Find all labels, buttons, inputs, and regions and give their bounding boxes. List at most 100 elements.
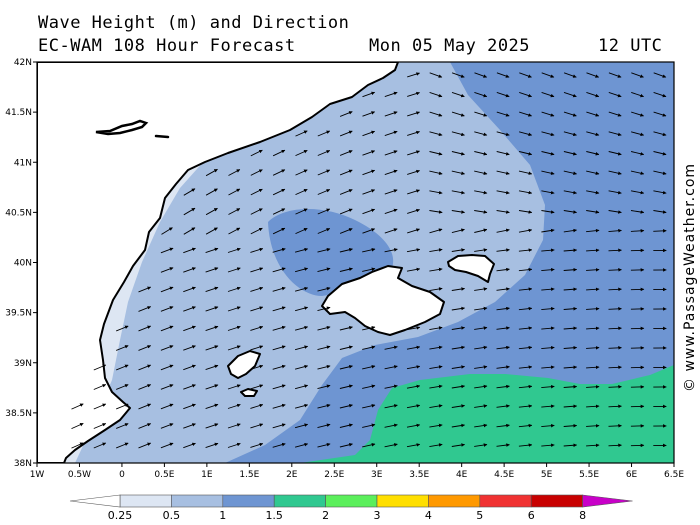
wave-direction-arrow <box>205 227 218 235</box>
wave-direction-arrow <box>563 111 577 117</box>
wave-direction-arrow <box>586 307 600 311</box>
wave-direction-arrow <box>362 365 376 370</box>
wave-direction-arrow <box>339 111 353 117</box>
wave-direction-arrow <box>407 91 420 97</box>
wave-direction-arrow <box>362 208 376 215</box>
wave-direction-arrow <box>160 325 174 332</box>
wave-direction-arrow <box>227 267 241 273</box>
wave-direction-arrow <box>496 443 510 447</box>
lon-tick-label: 2.5E <box>324 470 344 480</box>
wave-direction-arrow <box>631 72 644 78</box>
wave-direction-arrow <box>362 326 376 331</box>
wave-direction-arrow <box>339 267 353 272</box>
wave-direction-arrow <box>362 345 376 350</box>
wave-direction-arrow <box>295 169 308 176</box>
wave-direction-arrow <box>563 365 578 370</box>
wave-direction-arrow <box>384 248 398 253</box>
colorbar-label: 0.5 <box>163 509 181 522</box>
wave-direction-arrow <box>518 404 533 408</box>
wave-direction-arrow <box>451 443 465 447</box>
wave-direction-arrow <box>205 384 219 390</box>
wave-direction-arrow <box>429 267 443 272</box>
wave-direction-arrow <box>608 190 622 195</box>
wave-direction-arrow <box>93 423 107 429</box>
wave-direction-arrow <box>317 130 331 137</box>
colorbar-label: 0.25 <box>108 509 133 522</box>
wave-direction-arrow <box>406 423 421 428</box>
wave-direction-arrow <box>586 424 600 428</box>
wave-direction-arrow <box>608 346 622 350</box>
lon-tick-label: 1W <box>30 470 45 480</box>
wave-direction-arrow <box>429 131 443 137</box>
wave-direction-arrow <box>474 404 488 408</box>
wave-direction-arrow <box>339 442 353 448</box>
lon-tick-label: 4.5E <box>494 470 514 480</box>
wave-direction-arrow <box>116 325 129 332</box>
lon-tick-label: 0.5E <box>154 470 174 480</box>
wave-direction-arrow <box>563 443 578 448</box>
wave-direction-arrow <box>541 131 555 137</box>
wave-direction-arrow <box>429 190 443 195</box>
wave-direction-arrow <box>451 210 465 214</box>
wave-direction-arrow <box>451 72 465 78</box>
wave-direction-arrow <box>541 443 555 447</box>
wave-direction-arrow <box>451 345 465 350</box>
colorbar-segment <box>119 494 172 508</box>
lon-tick-label: 3E <box>371 470 383 480</box>
wave-direction-arrow <box>339 169 353 176</box>
wave-direction-arrow <box>294 286 309 292</box>
wave-direction-arrow <box>474 228 488 233</box>
wave-direction-arrow <box>519 91 532 98</box>
wave-direction-arrow <box>474 326 488 330</box>
wave-direction-arrow <box>518 267 533 272</box>
wave-direction-arrow <box>451 326 465 330</box>
wave-direction-arrow <box>339 247 353 253</box>
wave-direction-arrow <box>362 384 376 389</box>
wave-direction-arrow <box>429 326 443 331</box>
wave-direction-arrow <box>586 190 600 195</box>
wave-direction-arrow <box>541 384 555 389</box>
colorbar-label: 1.5 <box>265 509 283 522</box>
wave-direction-arrow <box>116 423 129 429</box>
wave-direction-arrow <box>250 267 264 273</box>
wave-direction-arrow <box>496 423 510 428</box>
sea-1.5-2m-area <box>300 365 674 463</box>
wave-direction-arrow <box>518 326 533 330</box>
wave-direction-arrow <box>608 131 622 137</box>
wave-direction-arrow <box>474 306 488 311</box>
wave-direction-arrow <box>362 248 376 253</box>
wave-direction-arrow <box>205 247 219 254</box>
wave-direction-arrow <box>429 248 443 253</box>
wave-direction-arrow <box>250 286 264 292</box>
wave-direction-arrow <box>93 442 107 449</box>
wave-direction-arrow <box>518 443 533 447</box>
wave-direction-arrow <box>541 151 555 156</box>
wave-direction-arrow <box>429 170 443 175</box>
wave-direction-arrow <box>518 151 533 156</box>
wave-direction-arrow <box>451 228 465 234</box>
colorbar-label: 6 <box>528 509 535 522</box>
wave-direction-arrow <box>272 325 286 331</box>
wave-direction-arrow <box>250 208 263 215</box>
wave-direction-arrow <box>227 384 241 390</box>
wave-direction-arrow <box>429 91 443 98</box>
wave-direction-arrow <box>138 442 152 449</box>
colorbar-label: 1 <box>219 509 226 522</box>
wave-direction-arrow <box>160 403 174 410</box>
lon-tick-label: 6E <box>626 470 638 480</box>
lon-tick-label: 4E <box>456 470 468 480</box>
wave-direction-arrow <box>250 403 264 409</box>
wave-direction-arrow <box>608 326 622 331</box>
wave-direction-arrow <box>563 210 577 214</box>
wave-direction-arrow <box>250 306 264 312</box>
wave-direction-arrow <box>563 384 578 389</box>
wave-direction-arrow <box>294 267 309 273</box>
wave-direction-arrow <box>518 228 533 233</box>
wave-direction-arrow <box>429 345 443 350</box>
wave-direction-arrow <box>183 247 196 254</box>
wave-direction-arrow <box>586 72 600 78</box>
wave-direction-arrow <box>496 287 510 291</box>
wave-direction-arrow <box>205 286 219 293</box>
wave-direction-arrow <box>93 403 107 410</box>
wave-direction-arrow <box>451 131 465 137</box>
